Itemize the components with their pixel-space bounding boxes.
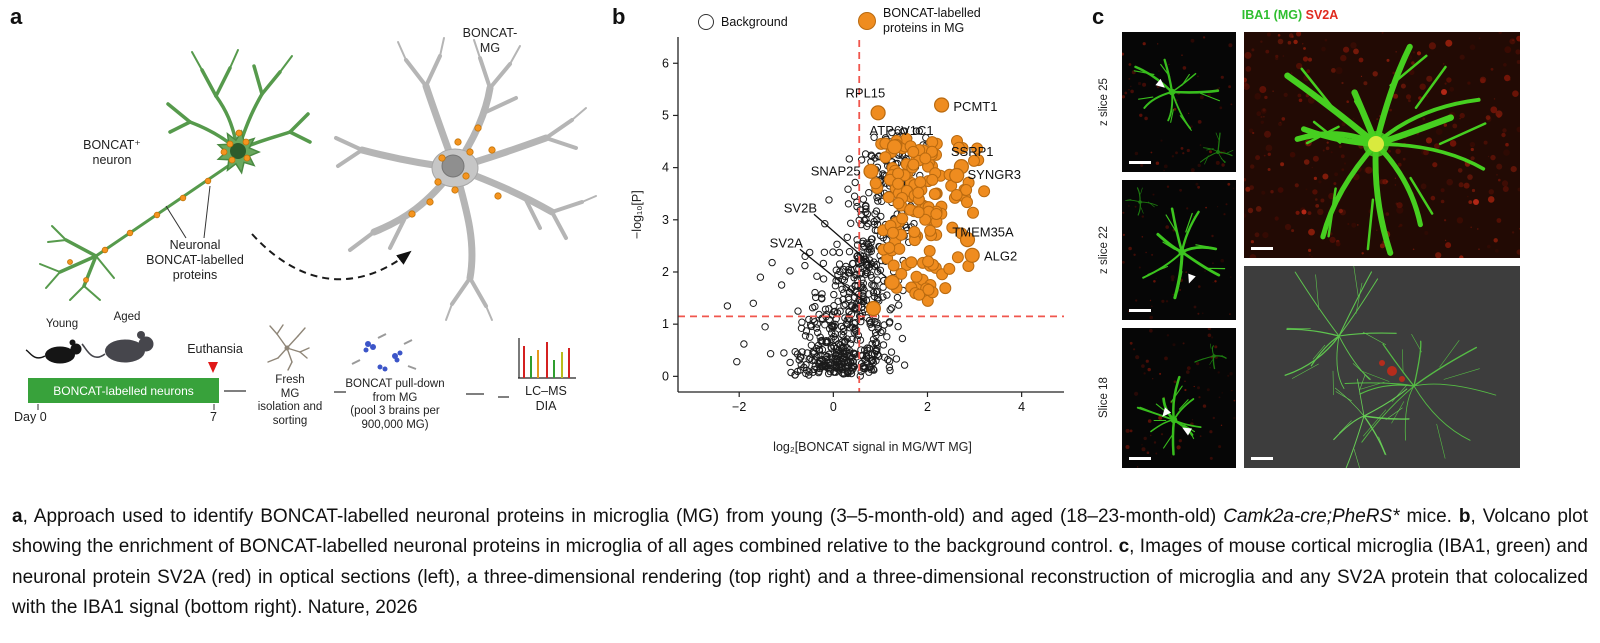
axon: [94, 160, 236, 258]
young-mouse-icon: [25, 339, 82, 364]
day-end-label: 7: [210, 410, 217, 424]
svg-text:−2: −2: [732, 400, 746, 414]
svg-text:2: 2: [924, 400, 931, 414]
boncat-neuron-label: BONCAT⁺ neuron: [83, 138, 141, 167]
svg-text:4: 4: [1018, 400, 1025, 414]
microglia-nucleus: [441, 154, 465, 178]
caption-segment: mice.: [1399, 506, 1459, 527]
optical-section-image-2: [1122, 180, 1236, 320]
caption-segment: c: [1118, 536, 1130, 558]
neuronal-proteins-label: Neuronal BONCAT-labelled proteins: [146, 238, 244, 282]
panel-b-label: b: [612, 4, 626, 29]
rendering-3d-image: [1244, 32, 1520, 258]
neuron-nucleus: [230, 143, 246, 159]
caption-segment: a: [12, 506, 23, 527]
legend-enriched: BONCAT-labelled proteins in MG: [858, 6, 981, 36]
svg-text:0: 0: [830, 400, 837, 414]
caption-segment: , Approach used to identify BONCAT-label…: [22, 506, 1224, 527]
svg-text:PCMT1: PCMT1: [953, 99, 997, 114]
slice-label-2: z slice 22: [1098, 226, 1110, 274]
caption-segment: b: [1458, 506, 1471, 527]
euthanasia-marker-icon: [208, 362, 218, 373]
legend-background: Background: [698, 14, 788, 30]
step-pulldown-label: BONCAT pull-down from MG (pool 3 brains …: [345, 378, 445, 431]
slice-label-1: z slice 25: [1098, 78, 1110, 126]
day-start-label: Day 0: [14, 410, 47, 424]
aged-label: Aged: [113, 311, 141, 323]
caption-segment: , Volcano plot showing the enrichment of…: [12, 506, 1588, 558]
svg-text:5: 5: [662, 108, 669, 122]
panel-c-label: c: [1092, 4, 1105, 29]
euthanasia-label: Euthansia: [187, 342, 243, 356]
step-lcms-label: LC–MS DIA: [525, 384, 567, 413]
boncat-mg-label: BONCAT- MG: [462, 26, 518, 55]
workflow-connectors: [224, 390, 509, 398]
panel-a-diagram: [25, 37, 597, 410]
channel-legend: IBA1 (MG) SV2A: [1160, 8, 1420, 22]
legend-background-label: Background: [721, 14, 788, 29]
svg-text:0: 0: [662, 369, 669, 383]
panel-a-label: a: [10, 4, 23, 29]
microglia-sketch-icon: [267, 324, 310, 371]
microglia-cell-drawing: [334, 37, 597, 321]
svg-text:ATP6V1C1: ATP6V1C1: [870, 123, 934, 138]
svg-text:1: 1: [662, 317, 669, 331]
svg-text:SYNGR3: SYNGR3: [968, 167, 1021, 182]
svg-text:2: 2: [662, 265, 669, 279]
x-axis-label: log₂[BONCAT signal in MG/WT MG]: [773, 440, 972, 454]
optical-section-image-1: [1122, 32, 1236, 172]
iba1-channel-label: IBA1 (MG): [1241, 8, 1303, 22]
volcano-plot: 0 1 2 3 4 5 6 −2 0 2 4 RPL15 PCMT1 ATP6V1C1 SSRP1 SNAP2…: [662, 37, 1064, 414]
boncat-proteins-in-neuron: [67, 129, 251, 283]
y-axis-label: −log₁₀[P]: [630, 190, 644, 240]
figure-caption: a, Approach used to identify BONCAT-labe…: [12, 502, 1588, 624]
svg-text:SV2B: SV2B: [784, 200, 817, 215]
young-label: Young: [45, 318, 79, 330]
reconstruction-3d-image: [1244, 266, 1520, 468]
svg-text:SSRP1: SSRP1: [951, 144, 994, 159]
pulldown-molecules-icon: [351, 333, 417, 372]
caption-segment: Camk2a-cre;PheRS*: [1223, 506, 1400, 527]
sv2a-channel-label: SV2A: [1305, 8, 1339, 22]
svg-text:4: 4: [662, 161, 669, 175]
svg-text:3: 3: [662, 213, 669, 227]
optical-section-image-3: [1122, 328, 1236, 468]
timeline-box: BONCAT-labelled neurons: [28, 378, 219, 403]
slice-label-3: Slice 18: [1098, 377, 1110, 419]
open-circle-marker-icon: [698, 14, 714, 30]
lcms-chromatogram-icon: [518, 338, 576, 379]
protein-transfer-arrow: [251, 233, 412, 281]
svg-text:SNAP25: SNAP25: [811, 163, 861, 178]
svg-text:RPL15: RPL15: [846, 86, 886, 101]
caption-segment: , Images of mouse cortical microglia (IB…: [12, 536, 1589, 619]
aged-mouse-icon: [81, 331, 154, 363]
svg-text:TMEM35A: TMEM35A: [952, 224, 1014, 239]
svg-text:6: 6: [662, 56, 669, 70]
protein-pointer-lines: [165, 185, 211, 239]
boncat-proteins-in-microglia: [408, 124, 502, 218]
svg-text:ALG2: ALG2: [984, 248, 1017, 263]
svg-text:SV2A: SV2A: [770, 235, 804, 250]
step-isolation-label: Fresh MG isolation and sorting: [257, 374, 323, 427]
timeline-ticks: [37, 404, 215, 410]
legend-enriched-label: BONCAT-labelled proteins in MG: [883, 6, 981, 35]
filled-circle-marker-icon: [858, 12, 876, 30]
